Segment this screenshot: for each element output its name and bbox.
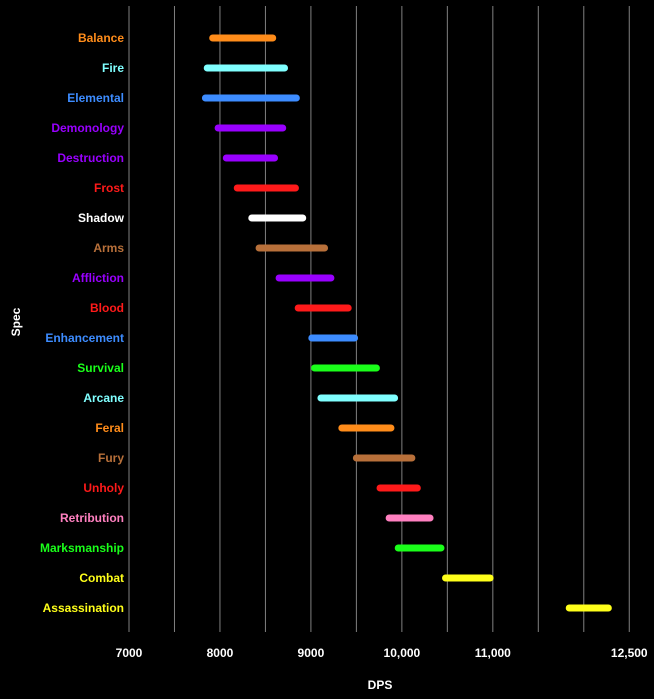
category-label-6: Shadow [78, 211, 125, 225]
category-label-5: Frost [94, 181, 124, 195]
category-label-14: Fury [98, 451, 124, 465]
x-tick-label-4: 11,000 [475, 646, 511, 660]
category-label-2: Elemental [67, 91, 124, 105]
y-axis-title: Spec [9, 307, 23, 336]
x-tick-label-1: 8000 [207, 646, 234, 660]
grid-layer [128, 6, 630, 632]
category-label-7: Arms [93, 241, 124, 255]
category-label-8: Affliction [72, 271, 124, 285]
category-label-16: Retribution [60, 511, 124, 525]
category-label-17: Marksmanship [40, 541, 124, 555]
category-label-15: Unholy [83, 481, 124, 495]
category-label-11: Survival [77, 361, 124, 375]
category-label-9: Blood [90, 301, 124, 315]
category-label-19: Assassination [43, 601, 124, 615]
x-axis-title: DPS [368, 678, 393, 692]
category-label-0: Balance [78, 31, 124, 45]
category-label-1: Fire [102, 61, 124, 75]
category-label-12: Arcane [83, 391, 124, 405]
category-label-13: Feral [95, 421, 124, 435]
x-tick-label-5: 12,500 [611, 646, 648, 660]
category-label-18: Combat [79, 571, 124, 585]
x-tick-label-0: 7000 [116, 646, 143, 660]
category-label-4: Destruction [57, 151, 124, 165]
x-tick-label-2: 9000 [298, 646, 325, 660]
bar-layer [201, 34, 612, 612]
x-tick-labels: 7000 8000 9000 10,000 11,000 12,500 [116, 646, 648, 660]
category-label-3: Demonology [51, 121, 124, 135]
category-label-10: Enhancement [45, 331, 124, 345]
category-labels: Balance Fire Elemental Demonology Destructio… [40, 31, 125, 615]
x-tick-label-3: 10,000 [384, 646, 421, 660]
